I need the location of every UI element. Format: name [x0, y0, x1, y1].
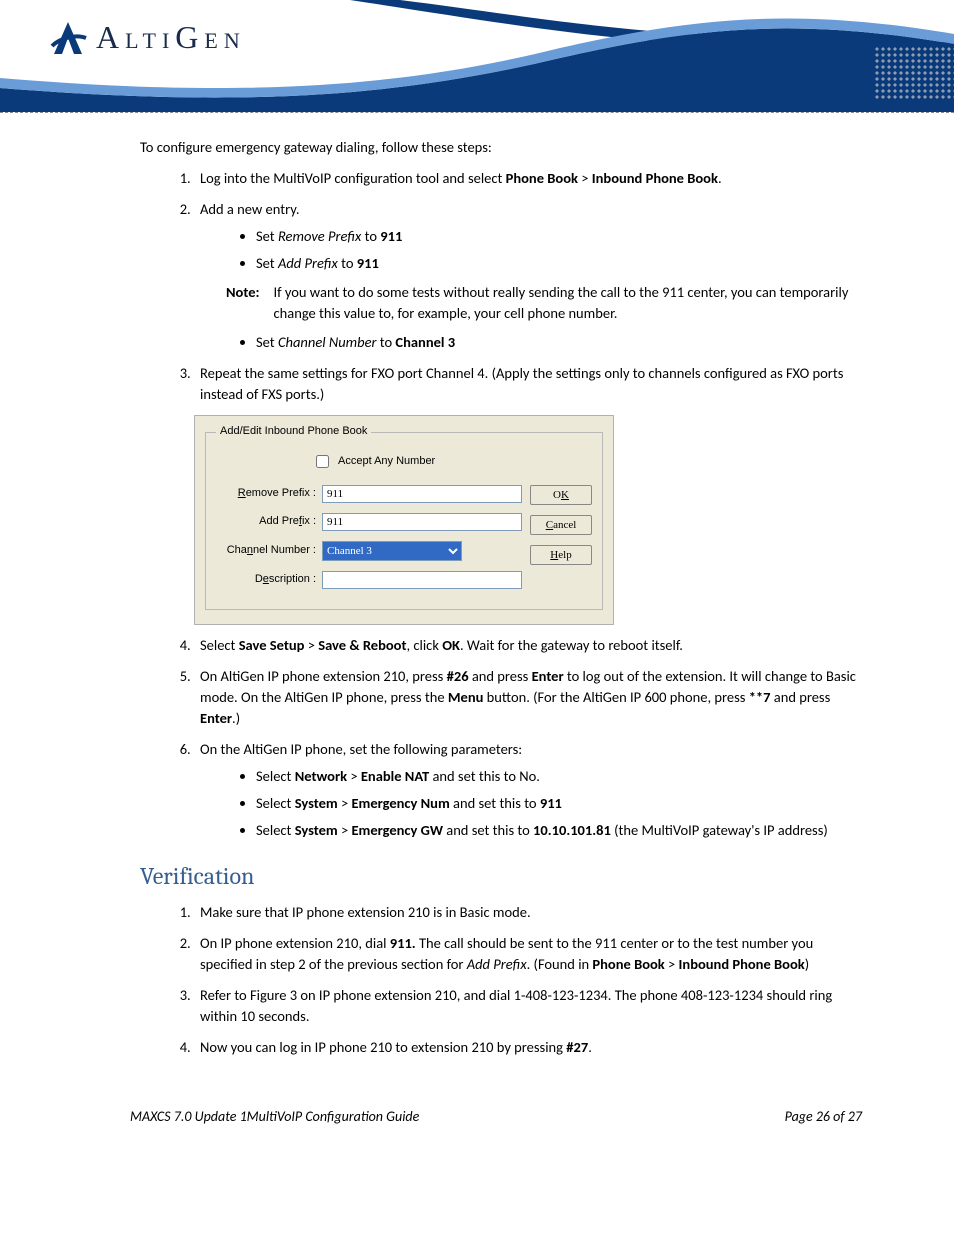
step-2-bullets-2: Set Channel Number to Channel 3 — [200, 332, 862, 353]
footer-left: MAXCS 7.0 Update 1MultiVoIP Configuratio… — [130, 1108, 419, 1125]
header-separator — [0, 112, 954, 113]
note-label: Note: — [226, 282, 260, 324]
footer-right: Page 26 of 27 — [785, 1108, 862, 1125]
bullet-channel-number: Set Channel Number to Channel 3 — [256, 332, 862, 353]
verif-4: Now you can log in IP phone 210 to exten… — [194, 1037, 862, 1058]
add-prefix-label: Add Prefix : — [216, 514, 322, 530]
bullet-remove-prefix: Set Remove Prefix to 911 — [256, 226, 862, 247]
verif-1: Make sure that IP phone extension 210 is… — [194, 902, 862, 923]
step-3: Repeat the same settings for FXO port Ch… — [194, 363, 862, 405]
add-prefix-input[interactable] — [322, 513, 522, 531]
channel-number-label: Channel Number : — [216, 543, 322, 559]
dialog-inbound-phone-book: Add/Edit Inbound Phone Book Accept Any N… — [194, 415, 614, 625]
ok-button[interactable]: OK — [530, 485, 592, 505]
description-input[interactable] — [322, 571, 522, 589]
logo-icon — [48, 18, 88, 56]
step-6-bullets: Select Network > Enable NAT and set this… — [200, 766, 862, 841]
note-text: If you want to do some tests without rea… — [274, 282, 863, 324]
document-body: To configure emergency gateway dialing, … — [0, 137, 954, 1058]
cancel-button[interactable]: Cancel — [530, 515, 592, 535]
help-button[interactable]: Help — [530, 545, 592, 565]
remove-prefix-input[interactable] — [322, 485, 522, 503]
channel-number-select[interactable]: Channel 3 — [322, 541, 462, 561]
page-footer: MAXCS 7.0 Update 1MultiVoIP Configuratio… — [0, 1068, 954, 1145]
bullet-emergency-num: Select System > Emergency Num and set th… — [256, 793, 862, 814]
accept-any-number-checkbox[interactable] — [316, 455, 329, 468]
dialog-legend: Add/Edit Inbound Phone Book — [216, 424, 371, 440]
remove-prefix-label: Remove Prefix : — [216, 486, 322, 502]
note: Note: If you want to do some tests witho… — [226, 282, 862, 324]
description-label: Description : — [216, 572, 322, 588]
header-grid-pattern — [874, 46, 954, 100]
verification-heading: Verification — [140, 859, 862, 894]
step-5: On AltiGen IP phone extension 210, press… — [194, 666, 862, 729]
step-4: Select Save Setup > Save & Reboot, click… — [194, 635, 862, 656]
verification-list: Make sure that IP phone extension 210 is… — [140, 902, 862, 1058]
bullet-emergency-gw: Select System > Emergency GW and set thi… — [256, 820, 862, 841]
steps-list: Log into the MultiVoIP configuration too… — [140, 168, 862, 405]
verif-3: Refer to Figure 3 on IP phone extension … — [194, 985, 862, 1027]
step-2: Add a new entry. Set Remove Prefix to 91… — [194, 199, 862, 353]
step-6: On the AltiGen IP phone, set the followi… — [194, 739, 862, 841]
logo-text: ALTIGEN — [96, 19, 246, 56]
logo: ALTIGEN — [48, 18, 246, 56]
page-header: ALTIGEN — [0, 0, 954, 112]
step-2-bullets: Set Remove Prefix to 911 Set Add Prefix … — [200, 226, 862, 274]
bullet-enable-nat: Select Network > Enable NAT and set this… — [256, 766, 862, 787]
accept-any-number-label: Accept Any Number — [338, 454, 435, 470]
bullet-add-prefix: Set Add Prefix to 911 — [256, 253, 862, 274]
intro-text: To configure emergency gateway dialing, … — [140, 137, 862, 158]
verif-2: On IP phone extension 210, dial 911. The… — [194, 933, 862, 975]
steps-list-cont: Select Save Setup > Save & Reboot, click… — [140, 635, 862, 841]
step-1: Log into the MultiVoIP configuration too… — [194, 168, 862, 189]
header-swoosh — [0, 0, 954, 112]
